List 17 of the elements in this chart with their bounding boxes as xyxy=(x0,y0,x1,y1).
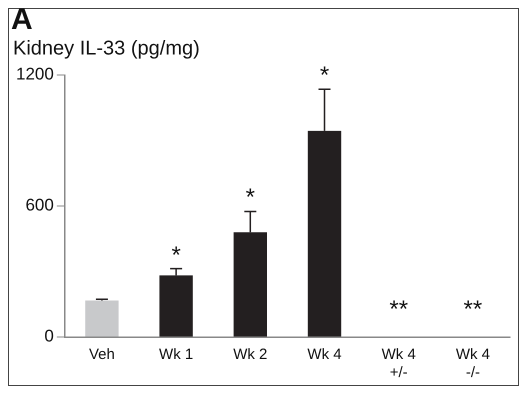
x-tick-label: Wk 2 xyxy=(233,346,268,364)
annotation: * xyxy=(171,241,181,268)
annotation: * xyxy=(246,184,255,212)
bar xyxy=(85,300,119,336)
x-tick-label: Wk 4 -/- xyxy=(456,346,490,382)
y-tick-label: 1200 xyxy=(16,64,54,84)
text: A xyxy=(11,3,33,37)
x-tick-label: Wk 4 +/- xyxy=(382,346,416,382)
x-tick-label: Wk 4 xyxy=(307,346,342,364)
x-tick-label: Wk 1 xyxy=(159,346,194,364)
chart-title: Kidney IL-33 (pg/mg) xyxy=(13,38,200,60)
y-tick-label: 0 xyxy=(44,326,54,346)
annotation: * xyxy=(320,62,330,89)
y-tick-label: 600 xyxy=(25,196,54,215)
x-tick-label: Veh xyxy=(88,346,115,364)
annotation: ** xyxy=(464,296,482,323)
annotation: ** xyxy=(389,296,408,323)
